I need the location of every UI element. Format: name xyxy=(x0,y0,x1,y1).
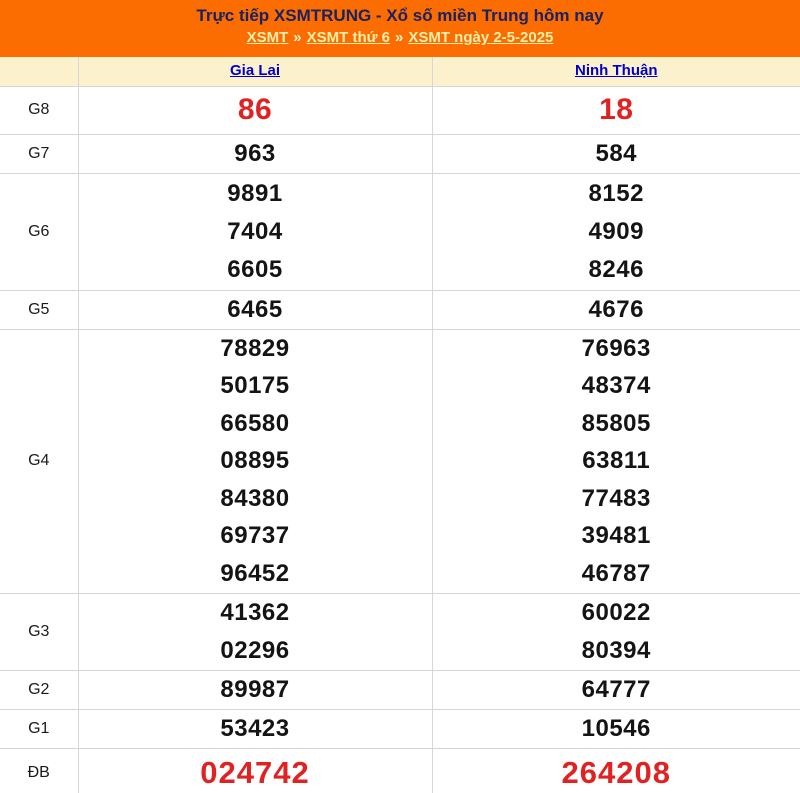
prize-value: 024742 xyxy=(78,747,433,793)
number: 10546 xyxy=(581,714,651,742)
prize-label: G7 xyxy=(0,133,79,174)
prize-value: 6465 xyxy=(78,289,433,330)
number: 80394 xyxy=(581,636,651,664)
number: 41362 xyxy=(220,598,290,626)
number: 39481 xyxy=(581,522,651,550)
number: 89987 xyxy=(220,675,290,703)
number: 53423 xyxy=(220,714,290,742)
prize-value: 8152 4909 8246 xyxy=(432,172,800,291)
number: 8152 xyxy=(588,179,644,207)
number: 7404 xyxy=(227,217,283,245)
number: 50175 xyxy=(220,372,290,400)
prize-value: 64777 xyxy=(432,669,800,710)
number: 4676 xyxy=(588,295,644,323)
table-row-db: ĐB 024742 264208 xyxy=(0,747,800,793)
prize-label: ĐB xyxy=(0,747,79,793)
column-header-gia-lai: Gia Lai xyxy=(78,57,433,87)
number: 08895 xyxy=(220,447,290,475)
prize-value: 89987 xyxy=(78,669,433,710)
number: 66580 xyxy=(220,409,290,437)
number: 96452 xyxy=(220,560,290,588)
page-title: Trực tiếp XSMTRUNG - Xổ số miền Trung hô… xyxy=(196,6,604,25)
table-row-g6: G6 9891 7404 6605 8152 4909 8246 xyxy=(0,172,800,291)
prize-label: G5 xyxy=(0,289,79,330)
number: 9891 xyxy=(227,179,283,207)
top-banner: Trực tiếp XSMTRUNG - Xổ số miền Trung hô… xyxy=(0,0,800,57)
prize-label: G6 xyxy=(0,172,79,291)
number: 84380 xyxy=(220,484,290,512)
number: 76963 xyxy=(581,334,651,362)
prize-value: 18 xyxy=(432,85,800,135)
prize-label: G4 xyxy=(0,328,79,594)
prize-value: 53423 xyxy=(78,708,433,749)
prize-label: G2 xyxy=(0,669,79,710)
table-header-row: Gia Lai Ninh Thuận xyxy=(0,57,800,87)
prize-value: 10546 xyxy=(432,708,800,749)
table-row-g8: G8 86 18 xyxy=(0,85,800,135)
number: 8246 xyxy=(588,255,644,283)
prize-value: 41362 02296 xyxy=(78,592,433,671)
number: 86 xyxy=(237,93,273,126)
number: 69737 xyxy=(220,522,290,550)
table-row-g1: G1 53423 10546 xyxy=(0,708,800,749)
breadcrumb-separator: » xyxy=(293,29,302,46)
prize-label: G8 xyxy=(0,85,79,135)
prize-label: G1 xyxy=(0,708,79,749)
number: 264208 xyxy=(561,754,671,790)
corner-cell xyxy=(0,57,79,87)
breadcrumb: XSMT» XSMT thứ 6» XSMT ngày 2-5-2025 xyxy=(0,27,800,49)
province-link-gia-lai[interactable]: Gia Lai xyxy=(229,62,281,80)
number: 63811 xyxy=(582,447,651,475)
number: 46787 xyxy=(581,560,651,588)
number: 78829 xyxy=(220,334,290,362)
number: 6605 xyxy=(227,255,283,283)
prize-value: 584 xyxy=(432,133,800,174)
prize-value: 86 xyxy=(78,85,433,135)
prize-value: 4676 xyxy=(432,289,800,330)
number: 77483 xyxy=(581,484,651,512)
breadcrumb-separator: » xyxy=(394,29,404,46)
prize-value: 76963 48374 85805 63811 77483 39481 4678… xyxy=(432,328,800,594)
prize-label: G3 xyxy=(0,592,79,671)
number: 584 xyxy=(595,139,638,167)
table-row-g2: G2 89987 64777 xyxy=(0,669,800,710)
number: 64777 xyxy=(581,675,651,703)
breadcrumb-link-xsmt-ngay[interactable]: XSMT ngày 2-5-2025 xyxy=(408,29,554,46)
number: 6465 xyxy=(227,295,283,323)
table-row-g4: G4 78829 50175 66580 08895 84380 69737 9… xyxy=(0,328,800,594)
table-row-g5: G5 6465 4676 xyxy=(0,289,800,330)
prize-value: 9891 7404 6605 xyxy=(78,172,433,291)
number: 02296 xyxy=(220,636,290,664)
results-table: Gia Lai Ninh Thuận G8 86 18 G7 963 584 G… xyxy=(0,57,800,793)
column-header-ninh-thuan: Ninh Thuận xyxy=(432,57,800,87)
table-row-g7: G7 963 584 xyxy=(0,133,800,174)
prize-value: 78829 50175 66580 08895 84380 69737 9645… xyxy=(78,328,433,594)
breadcrumb-link-xsmt[interactable]: XSMT xyxy=(246,29,289,46)
number: 963 xyxy=(234,139,276,167)
prize-value: 60022 80394 xyxy=(432,592,800,671)
prize-value: 963 xyxy=(78,133,433,174)
prize-value: 264208 xyxy=(432,747,800,793)
table-row-g3: G3 41362 02296 60022 80394 xyxy=(0,592,800,671)
breadcrumb-link-xsmt-thu-6[interactable]: XSMT thứ 6 xyxy=(306,29,390,46)
number: 85805 xyxy=(581,409,651,437)
number: 4909 xyxy=(588,217,644,245)
province-link-ninh-thuan[interactable]: Ninh Thuận xyxy=(575,62,658,80)
number: 18 xyxy=(599,93,634,126)
number: 60022 xyxy=(581,598,651,626)
number: 48374 xyxy=(581,372,651,400)
number: 024742 xyxy=(200,754,310,790)
